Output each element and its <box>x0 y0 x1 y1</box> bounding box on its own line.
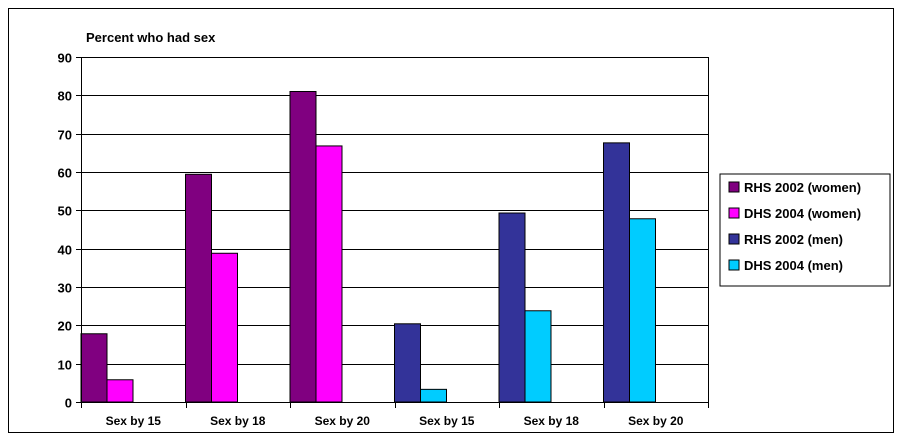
y-tick-label: 90 <box>58 51 72 66</box>
x-tick-label: Sex by 15 <box>419 414 475 428</box>
bar <box>185 173 212 403</box>
legend-label: RHS 2002 (men) <box>744 232 843 247</box>
y-tick-label: 50 <box>58 204 72 219</box>
legend-swatch <box>728 181 740 193</box>
y-tick-label: 60 <box>58 166 72 181</box>
y-tick-label: 40 <box>58 243 72 258</box>
bars <box>80 91 656 403</box>
bar <box>524 310 552 403</box>
x-tick-label: Sex by 18 <box>524 414 580 428</box>
bar <box>289 91 317 403</box>
x-tick-label: Sex by 20 <box>315 414 371 428</box>
x-tick-label: Sex by 15 <box>106 414 162 428</box>
bar <box>80 333 108 403</box>
y-tick-label: 0 <box>65 396 72 411</box>
y-tick-label: 20 <box>58 319 72 334</box>
y-tick-label: 70 <box>58 128 72 143</box>
legend-box <box>719 173 891 287</box>
legend-label: RHS 2002 (women) <box>744 180 861 195</box>
bar <box>394 323 421 403</box>
chart-title: Percent who had sex <box>86 30 216 45</box>
bar <box>106 379 134 403</box>
bar <box>420 388 447 403</box>
legend-swatch <box>728 259 740 271</box>
legend-swatch <box>728 233 740 245</box>
bar <box>603 142 630 403</box>
bar <box>498 212 526 403</box>
y-tick-label: 10 <box>58 358 72 373</box>
y-tick-label: 30 <box>58 281 72 296</box>
legend: RHS 2002 (women) DHS 2004 (women) RHS 2002… <box>719 173 891 287</box>
axes <box>81 57 709 403</box>
legend-label: DHS 2004 (men) <box>744 258 843 273</box>
y-tick-labels: 0 10 20 30 40 50 60 70 80 90 <box>58 51 81 411</box>
x-tick-label: Sex by 18 <box>210 414 266 428</box>
bar <box>211 252 238 403</box>
legend-swatch <box>728 207 740 219</box>
legend-label: DHS 2004 (women) <box>744 206 861 221</box>
bar <box>315 145 343 403</box>
y-tick-label: 80 <box>58 89 72 104</box>
bar <box>629 218 656 403</box>
x-tick-labels: Sex by 15 Sex by 18 Sex by 20 Sex by 15 Sex … <box>81 402 709 428</box>
x-tick-label: Sex by 20 <box>628 414 684 428</box>
